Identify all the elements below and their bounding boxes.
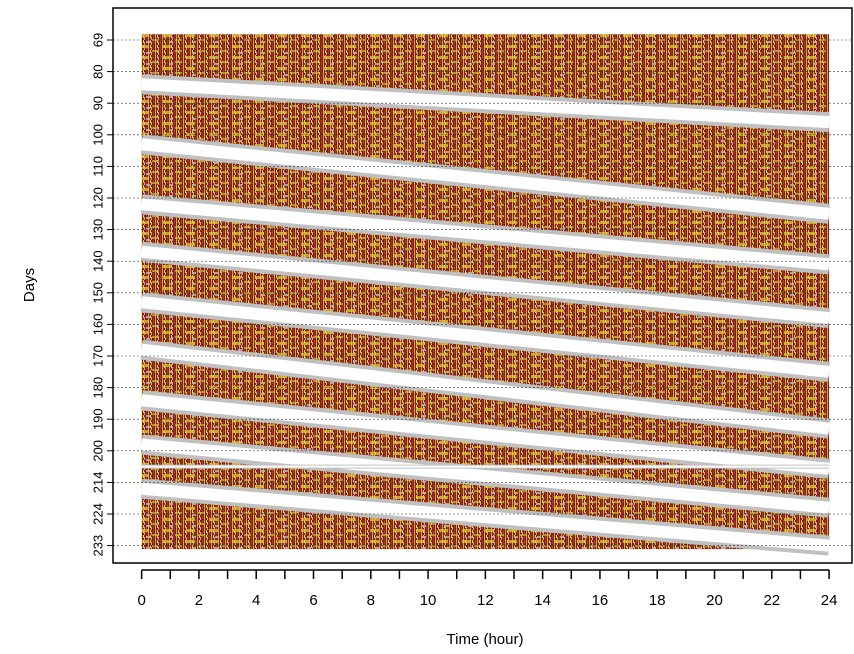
x-tick-label: 22 <box>763 592 780 609</box>
rest-gap <box>141 394 830 475</box>
y-tick-label: 120 <box>90 187 105 209</box>
y-tick-label: 180 <box>90 377 105 399</box>
x-tick-label: 12 <box>477 592 494 609</box>
y-tick-label: 90 <box>90 96 105 110</box>
y-tick-label: 200 <box>90 440 105 462</box>
y-tick-label: 80 <box>90 64 105 78</box>
rest-gap <box>141 296 830 378</box>
y-tick-label: 224 <box>90 503 105 525</box>
x-tick-label: 16 <box>592 592 609 609</box>
y-axis-label: Days <box>21 268 38 302</box>
y-tick-label: 214 <box>90 472 105 494</box>
x-tick-label: 4 <box>252 592 260 609</box>
y-tick-label: 170 <box>90 345 105 367</box>
rest-gap <box>141 438 830 514</box>
y-tick-label: 110 <box>90 156 105 177</box>
rest-gap <box>141 482 830 552</box>
x-tick-label: 2 <box>195 592 203 609</box>
x-tick-label: 10 <box>420 592 437 609</box>
rest-gap <box>141 198 830 271</box>
y-tick-label: 160 <box>90 314 105 336</box>
y-tick-label: 150 <box>90 282 105 304</box>
x-tick-label: 6 <box>309 592 317 609</box>
x-tick-label: 14 <box>534 592 551 609</box>
y-tick-label: 233 <box>90 535 105 557</box>
x-tick-label: 0 <box>137 592 145 609</box>
y-tick-label: 100 <box>90 124 105 146</box>
y-tick-label: 130 <box>90 219 105 241</box>
rest-gap <box>140 343 830 435</box>
rest-gap <box>141 245 830 325</box>
x-tick-label: 24 <box>821 592 838 609</box>
y-tick-label: 190 <box>90 408 105 430</box>
x-tick-label: 8 <box>367 592 375 609</box>
y-tick-label: 69 <box>90 33 105 47</box>
x-axis-label: Time (hour) <box>447 631 524 648</box>
rest-gap <box>141 138 830 220</box>
plot-frame <box>112 7 853 564</box>
y-tick-label: 140 <box>90 250 105 272</box>
x-tick-label: 18 <box>649 592 666 609</box>
x-tick-label: 20 <box>706 592 723 609</box>
